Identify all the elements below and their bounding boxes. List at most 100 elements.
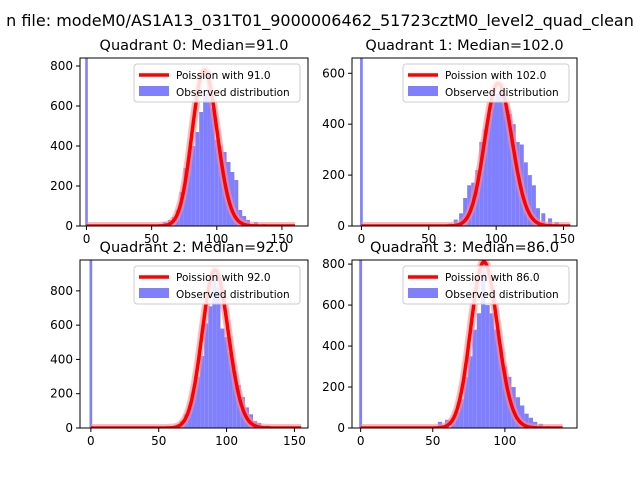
legend-box bbox=[133, 63, 301, 103]
hist-bar bbox=[485, 305, 490, 428]
y-tick-label: 600 bbox=[50, 318, 73, 332]
plot-area bbox=[83, 58, 299, 226]
hist-bar bbox=[531, 185, 536, 226]
hist-bar bbox=[459, 399, 464, 428]
hist-bar bbox=[487, 114, 492, 226]
axes-frame bbox=[351, 259, 578, 429]
y-tick-label: 800 bbox=[50, 59, 73, 73]
legend-label-hist: Observed distribution bbox=[176, 87, 290, 99]
hist-bar bbox=[502, 366, 508, 428]
y-tick-label: 200 bbox=[50, 387, 73, 401]
legend-label-hist: Observed distribution bbox=[176, 289, 290, 301]
legend: Poission with 86.0 Observed distribution bbox=[402, 265, 570, 305]
x-tick-label: 0 bbox=[358, 232, 366, 246]
x-tick-label: 0 bbox=[357, 434, 365, 448]
legend-box bbox=[133, 265, 301, 305]
x-tick-label: 150 bbox=[270, 232, 293, 246]
hist-bar bbox=[535, 208, 540, 226]
legend: Poission with 92.0 Observed distribution bbox=[133, 265, 301, 305]
figure-suptitle: n file: modeM0/AS1A13_031T01_9000006462_… bbox=[6, 11, 634, 31]
fit-line bbox=[360, 81, 572, 226]
hist-bar bbox=[511, 124, 516, 226]
x-tick-label: 100 bbox=[485, 232, 508, 246]
hist-bar-spike bbox=[360, 58, 363, 226]
x-tick-label: 50 bbox=[151, 434, 166, 448]
y-tick-label: 600 bbox=[50, 99, 73, 113]
y-tick-label: 200 bbox=[322, 380, 345, 394]
hist-bar bbox=[216, 287, 221, 428]
legend: Poission with 102.0 Observed distribution bbox=[402, 63, 570, 103]
legend-swatch-hist bbox=[408, 86, 438, 96]
hist-bar bbox=[495, 93, 500, 226]
axes-frame bbox=[351, 57, 578, 227]
hist-bar bbox=[208, 306, 213, 428]
y-tick-label: 800 bbox=[322, 257, 345, 271]
hist-bar bbox=[468, 356, 473, 428]
x-tick-label: 100 bbox=[215, 434, 238, 448]
hist-bar-spike bbox=[89, 260, 93, 428]
axes-frame bbox=[79, 57, 309, 227]
legend-swatch-hist bbox=[408, 288, 438, 298]
legend-label-fit: Poission with 92.0 bbox=[176, 272, 271, 284]
y-tick-label: 400 bbox=[50, 352, 73, 366]
x-tick-label: 0 bbox=[83, 232, 91, 246]
y-tick-label: 800 bbox=[50, 284, 73, 298]
hist-bar bbox=[520, 405, 525, 428]
x-tick-label: 0 bbox=[87, 434, 95, 448]
hist-bar bbox=[191, 146, 196, 226]
hist-bar bbox=[483, 129, 488, 226]
hist-bar bbox=[524, 413, 529, 428]
hist-bar bbox=[199, 112, 204, 226]
hist-bar bbox=[494, 329, 499, 428]
subplot-title: Quadrant 3: Median=86.0 bbox=[370, 240, 559, 256]
hist-bar bbox=[472, 329, 477, 428]
subplot-title: Quadrant 2: Median=92.0 bbox=[100, 240, 289, 256]
hist-bar-spike bbox=[359, 260, 363, 428]
y-tick-label: 0 bbox=[65, 219, 73, 233]
hist-bar bbox=[210, 108, 215, 226]
hist-bar bbox=[503, 103, 508, 226]
fit-line bbox=[85, 68, 297, 226]
hist-bar bbox=[498, 348, 503, 428]
plot-area bbox=[357, 260, 566, 428]
legend-label-fit: Poission with 86.0 bbox=[445, 272, 540, 284]
hist-bar bbox=[212, 270, 217, 428]
legend-box bbox=[402, 265, 570, 305]
y-tick-label: 400 bbox=[50, 139, 73, 153]
y-tick-label: 200 bbox=[50, 179, 73, 193]
hist-bar bbox=[476, 313, 482, 428]
subplot-title: Quadrant 0: Median=91.0 bbox=[100, 38, 289, 54]
hist-bar bbox=[187, 152, 192, 226]
hist-bar bbox=[204, 323, 209, 428]
legend-box bbox=[402, 63, 570, 103]
hist-bar bbox=[234, 180, 239, 226]
hist-bar bbox=[499, 83, 504, 226]
x-tick-label: 150 bbox=[283, 434, 306, 448]
x-tick-label: 50 bbox=[425, 434, 440, 448]
hist-bar bbox=[200, 356, 205, 428]
y-tick-label: 0 bbox=[65, 421, 73, 435]
hist-bar bbox=[232, 371, 237, 428]
y-tick-label: 600 bbox=[322, 298, 345, 312]
legend-label-hist: Observed distribution bbox=[445, 289, 559, 301]
y-tick-label: 400 bbox=[322, 339, 345, 353]
hist-bar bbox=[228, 352, 233, 428]
subplot-quadrant-0: 0 50 100 150 0 200 400 600 800 Quadrant 0: Median… bbox=[50, 38, 309, 246]
legend: Poission with 91.0 Observed distribution bbox=[133, 63, 301, 103]
hist-bar bbox=[218, 146, 223, 226]
y-tick-label: 200 bbox=[322, 168, 345, 182]
hist-bar bbox=[527, 175, 532, 226]
subplot-quadrant-1: 0 50 100 150 0 200 400 600 Quadrant 1: Median=10… bbox=[322, 38, 578, 246]
y-tick-label: 600 bbox=[322, 66, 345, 80]
hist-bar bbox=[463, 376, 469, 428]
legend-label-fit: Poission with 102.0 bbox=[445, 70, 546, 82]
hist-bar bbox=[207, 70, 211, 226]
hist-bar bbox=[224, 337, 229, 428]
x-tick-label: 50 bbox=[421, 232, 436, 246]
legend-label-hist: Observed distribution bbox=[445, 87, 559, 99]
y-tick-label: 400 bbox=[322, 117, 345, 131]
hist-bar bbox=[491, 98, 496, 226]
hist-bar bbox=[203, 94, 208, 226]
subplot-title: Quadrant 1: Median=102.0 bbox=[365, 38, 563, 54]
